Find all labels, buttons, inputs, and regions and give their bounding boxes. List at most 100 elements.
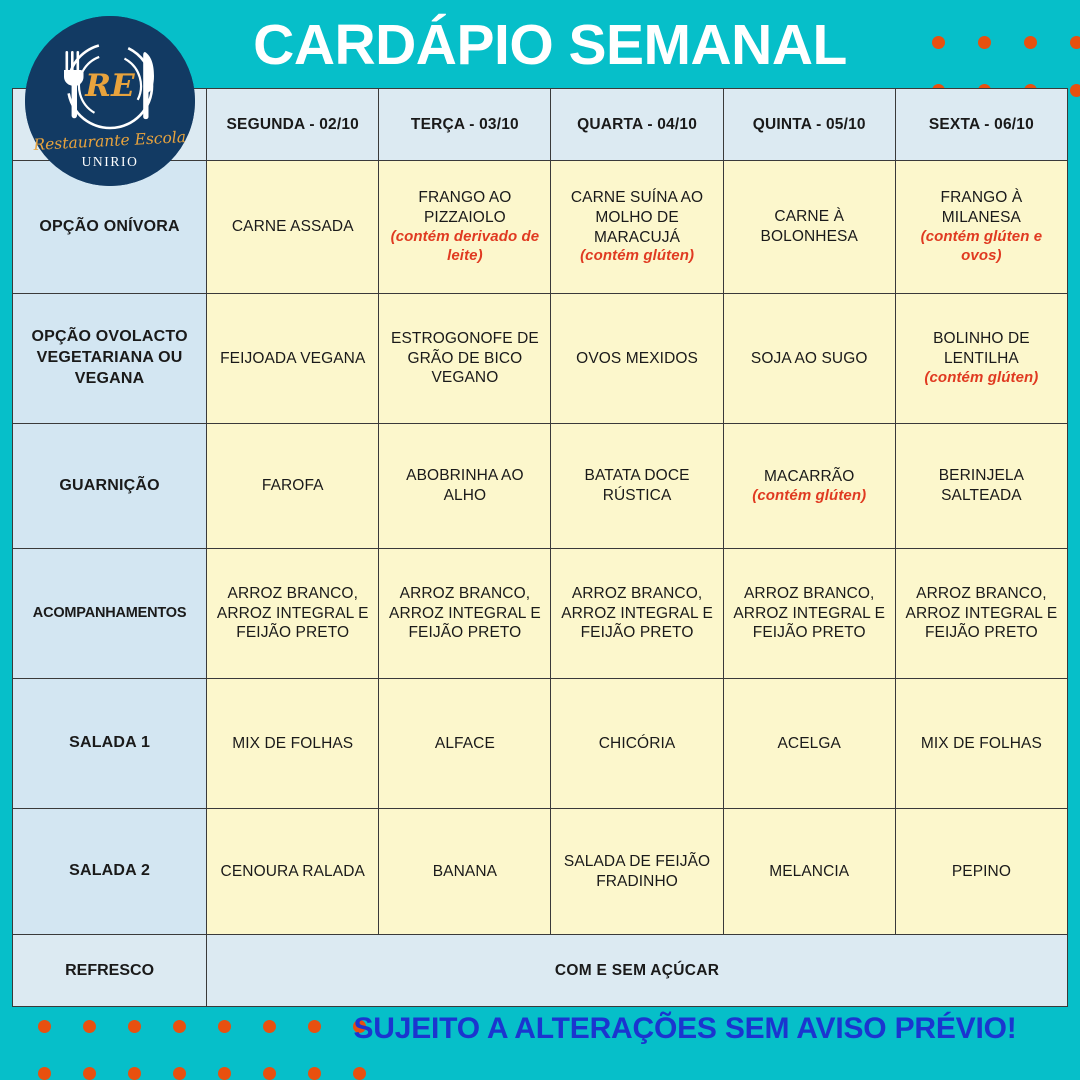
cell-acompanhamentos-quarta: ARROZ BRANCO, ARROZ INTEGRAL E FEIJÃO PR… <box>550 548 724 679</box>
day-header-terca: TERÇA - 03/10 <box>378 88 552 161</box>
dish-name: ABOBRINHA AO ALHO <box>406 467 524 504</box>
day-header-quarta: QUARTA - 04/10 <box>550 88 724 161</box>
cell-vegetariana-quarta: OVOS MEXIDOS <box>550 293 724 424</box>
cell-guarnicao-sexta: BERINJELA SALTEADA <box>894 423 1069 549</box>
cell-salada2-quarta: SALADA DE FEIJÃO FRADINHO <box>550 808 724 935</box>
cell-salada2-terca: BANANA <box>378 808 552 935</box>
dish-name: SOJA AO SUGO <box>750 349 868 367</box>
dish-name: ARROZ BRANCO, ARROZ INTEGRAL E FEIJÃO PR… <box>733 584 886 642</box>
dot <box>308 1067 321 1080</box>
dish-name: MIX DE FOLHAS <box>920 734 1042 752</box>
dot <box>83 1067 96 1080</box>
table-row-refresco: REFRESCO COM E SEM AÇÚCAR <box>11 934 1068 1007</box>
dot <box>218 1020 231 1033</box>
logo-monogram: RE <box>84 68 135 104</box>
dot <box>308 1020 321 1033</box>
dish-name: ARROZ BRANCO, ARROZ INTEGRAL E FEIJÃO PR… <box>905 584 1058 642</box>
table-row: SALADA 1 MIX DE FOLHAS ALFACE CHICÓRIA A… <box>11 678 1069 809</box>
cell-salada2-quinta: MELANCIA <box>722 808 896 935</box>
dish-name: ACELGA <box>777 734 841 752</box>
day-header-quinta: QUINTA - 05/10 <box>722 88 896 161</box>
dot <box>977 35 991 49</box>
dot <box>128 1020 141 1033</box>
restaurante-escola-logo: RE Restaurante Escola UNIRIO <box>25 16 195 186</box>
dish-name: ESTROGONOFE DE GRÃO DE BICO VEGANO <box>391 329 539 387</box>
dish-name: BOLINHO DE LENTILHA <box>933 330 1030 368</box>
dish-name: BATATA DOCE RÚSTICA <box>584 467 690 504</box>
table-row: OPÇÃO ONÍVORA CARNE ASSADA FRANGO AO PIZ… <box>11 160 1069 294</box>
cell-onivora-quinta: CARNE À BOLONHESA <box>722 160 896 294</box>
cell-salada2-segunda: CENOURA RALADA <box>206 808 380 935</box>
cell-guarnicao-quinta: MACARRÃO (contém glúten) <box>722 423 896 549</box>
dish-name: FRANGO À MILANESA <box>940 189 1023 227</box>
dish-name: BERINJELA SALTEADA <box>938 467 1025 504</box>
row-label-refresco: REFRESCO <box>11 934 208 1007</box>
dish-name: SALADA DE FEIJÃO FRADINHO <box>563 852 711 890</box>
cell-salada1-quarta: CHICÓRIA <box>550 678 724 809</box>
dish-name: ALFACE <box>434 734 495 752</box>
cell-salada1-quinta: ACELGA <box>722 678 896 809</box>
cell-acompanhamentos-segunda: ARROZ BRANCO, ARROZ INTEGRAL E FEIJÃO PR… <box>206 548 380 679</box>
dish-name: MACARRÃO <box>764 467 855 485</box>
cell-onivora-segunda: CARNE ASSADA <box>206 160 380 294</box>
dish-name: MIX DE FOLHAS <box>232 734 354 752</box>
logo-institution: UNIRIO <box>82 154 139 169</box>
dish-name: FRANGO AO PIZZAIOLO <box>418 189 512 227</box>
cell-salada1-sexta: MIX DE FOLHAS <box>894 678 1069 809</box>
allergen-note: (contém derivado de leite) <box>390 228 540 264</box>
cell-vegetariana-segunda: FEIJOADA VEGANA <box>206 293 380 424</box>
cell-refresco-value: COM E SEM AÇÚCAR <box>206 934 1068 1007</box>
cell-guarnicao-segunda: FAROFA <box>206 423 380 549</box>
cell-salada1-terca: ALFACE <box>378 678 552 809</box>
dish-name: PEPINO <box>951 862 1011 880</box>
dish-name: ARROZ BRANCO, ARROZ INTEGRAL E FEIJÃO PR… <box>561 584 713 642</box>
day-header-sexta: SEXTA - 06/10 <box>894 88 1069 161</box>
table-row: ACOMPANHAMENTOS ARROZ BRANCO, ARROZ INTE… <box>11 548 1069 679</box>
dish-name: BANANA <box>432 862 498 880</box>
dot <box>173 1020 186 1033</box>
day-header-segunda: SEGUNDA - 02/10 <box>206 88 380 161</box>
row-label-guarnicao: GUARNIÇÃO <box>11 423 208 549</box>
cell-acompanhamentos-terca: ARROZ BRANCO, ARROZ INTEGRAL E FEIJÃO PR… <box>378 548 552 679</box>
cell-guarnicao-quarta: BATATA DOCE RÚSTICA <box>550 423 724 549</box>
dot <box>218 1067 231 1080</box>
dish-name: FAROFA <box>261 477 324 495</box>
dot <box>263 1020 276 1033</box>
cell-onivora-terca: FRANGO AO PIZZAIOLO (contém derivado de … <box>378 160 552 294</box>
dot <box>353 1067 366 1080</box>
dish-name: OVOS MEXIDOS <box>576 349 698 367</box>
table-row: SALADA 2 CENOURA RALADA BANANA SALADA DE… <box>11 808 1069 935</box>
dot <box>931 35 945 49</box>
dish-name: CARNE ASSADA <box>231 218 354 236</box>
decorative-dots-bottom-left <box>22 1003 382 1080</box>
row-label-salada-2: SALADA 2 <box>11 808 208 935</box>
dot <box>173 1067 186 1080</box>
allergen-note: (contém glúten) <box>752 486 867 504</box>
row-label-vegetariana: OPÇÃO OVOLACTO VEGETARIANA OU VEGANA <box>11 293 208 424</box>
allergen-note: (contém glúten e ovos) <box>920 228 1043 264</box>
cell-vegetariana-sexta: BOLINHO DE LENTILHA (contém glúten) <box>894 293 1069 424</box>
dot <box>83 1020 96 1033</box>
dish-name: CENOURA RALADA <box>220 862 365 880</box>
footer-disclaimer: SUJEITO A ALTERAÇÕES SEM AVISO PRÉVIO! <box>353 1012 1017 1045</box>
cell-onivora-sexta: FRANGO À MILANESA (contém glúten e ovos) <box>894 160 1069 294</box>
dot <box>263 1067 276 1080</box>
cell-salada1-segunda: MIX DE FOLHAS <box>206 678 380 809</box>
dot <box>128 1067 141 1080</box>
dish-name: CHICÓRIA <box>598 734 676 752</box>
row-label-salada-1: SALADA 1 <box>11 678 208 809</box>
table-row: GUARNIÇÃO FAROFA ABOBRINHA AO ALHO BATAT… <box>11 423 1069 549</box>
dish-name: ARROZ BRANCO, ARROZ INTEGRAL E FEIJÃO PR… <box>216 584 369 642</box>
table-row: OPÇÃO OVOLACTO VEGETARIANA OU VEGANA FEI… <box>11 293 1069 424</box>
dish-name: CARNE SUÍNA AO MOLHO DE MARACUJÁ <box>570 188 704 246</box>
cell-vegetariana-terca: ESTROGONOFE DE GRÃO DE BICO VEGANO <box>378 293 552 424</box>
dish-name: ARROZ BRANCO, ARROZ INTEGRAL E FEIJÃO PR… <box>389 584 541 642</box>
dot <box>1023 35 1037 49</box>
cell-acompanhamentos-sexta: ARROZ BRANCO, ARROZ INTEGRAL E FEIJÃO PR… <box>894 548 1069 679</box>
dot <box>1069 83 1080 97</box>
dish-name: FEIJOADA VEGANA <box>220 349 366 367</box>
dot <box>1069 35 1080 49</box>
cell-onivora-quarta: CARNE SUÍNA AO MOLHO DE MARACUJÁ (contém… <box>550 160 724 294</box>
dot <box>353 1020 366 1033</box>
